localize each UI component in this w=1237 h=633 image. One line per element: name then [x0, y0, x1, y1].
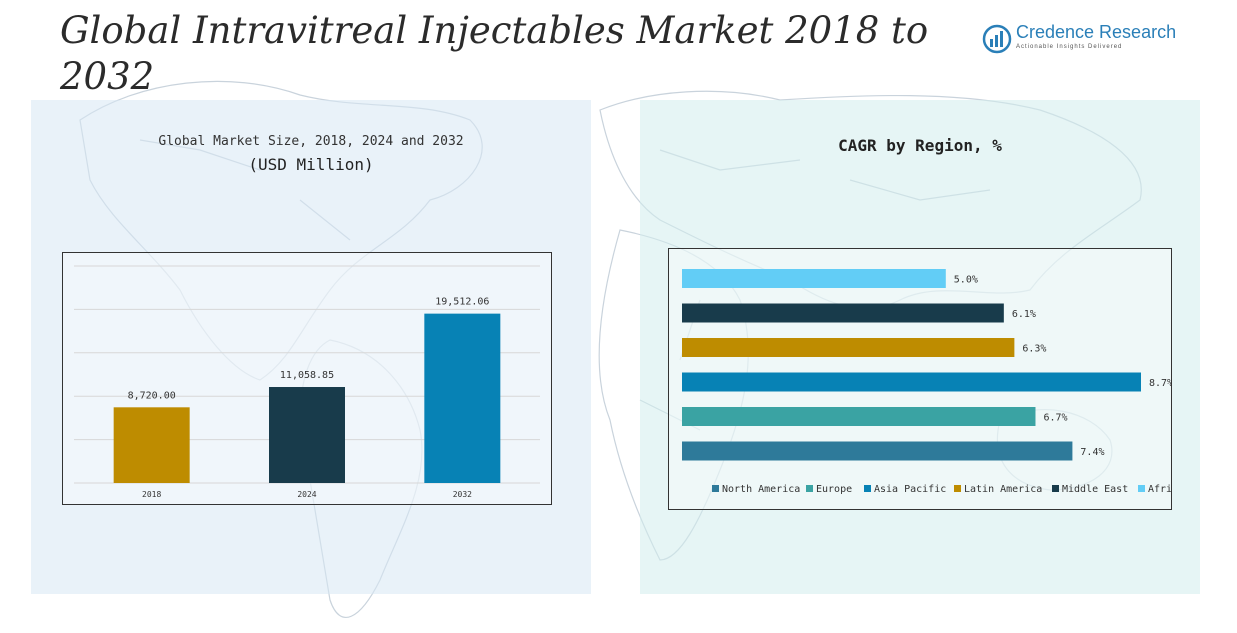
legend-label-latin-america: Latin America [964, 484, 1042, 495]
cagr-horizontal-bar-chart: 7.4% 6.7% 8.7% 6.3% 6.1% 5.0% North America Eur… [668, 248, 1172, 510]
bar-europe [682, 407, 1036, 426]
bar-latin-america [682, 338, 1015, 357]
legend-swatch-north-america [712, 485, 719, 492]
bar-chart-logo-icon [982, 24, 1012, 54]
legend-label-europe: Europe [816, 484, 852, 495]
market-size-chart-title: Global Market Size, 2018, 2024 and 2032 [158, 134, 464, 149]
legend-label-middle-east: Middle East [1062, 484, 1128, 495]
legend-swatch-europe [806, 485, 813, 492]
legend-label-asia-pacific: Asia Pacific [874, 484, 946, 495]
legend-swatch-asia-pacific [864, 485, 871, 492]
bar-africa [682, 269, 946, 288]
data-label-europe: 6.7% [1043, 413, 1067, 424]
data-label-2024: 11,058.85 [280, 370, 334, 381]
brand-logo: Credence Research Actionable Insights De… [982, 20, 1182, 60]
data-label-africa: 5.0% [954, 275, 978, 286]
legend-swatch-middle-east [1052, 485, 1059, 492]
cagr-chart-title: CAGR by Region, % [838, 136, 1002, 155]
data-label-north-america: 7.4% [1080, 447, 1104, 458]
x-tick-label-2024: 2024 [297, 490, 316, 499]
bar-asia-pacific [682, 372, 1141, 392]
bar-north-america [682, 441, 1073, 461]
market-size-bar-chart: 8,720.00 2018 11,058.85 2024 19,512.06 2032 [62, 252, 552, 505]
page-title: Global Intravitreal Injectables Market 2… [60, 9, 929, 98]
legend-swatch-latin-america [954, 485, 961, 492]
x-tick-label-2032: 2032 [453, 490, 472, 499]
bar-2024 [269, 387, 345, 483]
data-label-asia-pacific: 8.7% [1149, 378, 1172, 389]
brand-tagline: Actionable Insights Delivered [1016, 44, 1123, 50]
bar-middle-east [682, 303, 1004, 323]
legend-swatch-africa [1138, 485, 1145, 492]
market-size-chart-subtitle: (USD Million) [248, 155, 374, 174]
data-label-middle-east: 6.1% [1012, 309, 1036, 320]
data-label-2032: 19,512.06 [435, 297, 489, 308]
brand-name: Credence Research [1016, 22, 1177, 42]
x-tick-label-2018: 2018 [142, 490, 161, 499]
legend-label-north-america: North America [722, 484, 800, 495]
bar-2018 [113, 407, 190, 483]
legend-label-africa: Africa [1148, 484, 1172, 495]
data-label-2018: 8,720.00 [128, 390, 176, 401]
bar-2032 [424, 313, 501, 483]
data-label-latin-america: 6.3% [1022, 344, 1046, 355]
